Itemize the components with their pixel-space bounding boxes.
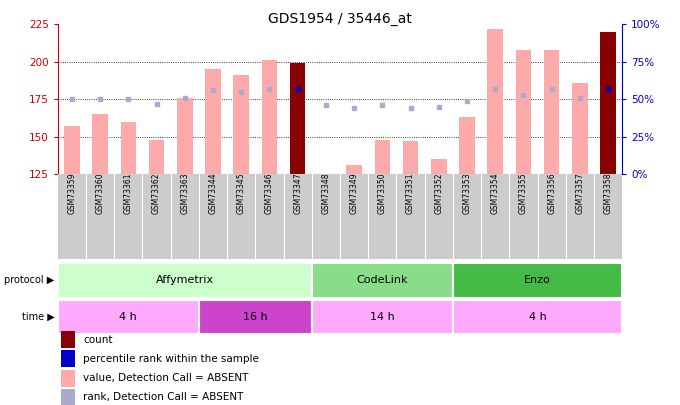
Bar [262,60,277,174]
Text: CodeLink: CodeLink [356,275,408,286]
Text: 4 h: 4 h [528,312,547,322]
Bar [312,300,453,334]
Bar [403,141,418,174]
Text: GDS1954 / 35446_at: GDS1954 / 35446_at [268,12,412,26]
Bar [149,140,165,174]
Bar [205,69,221,174]
Bar [290,63,305,174]
Bar [312,263,453,298]
Text: 4 h: 4 h [120,312,137,322]
Bar [515,50,531,174]
Bar [600,32,616,174]
Text: value, Detection Call = ABSENT: value, Detection Call = ABSENT [83,373,249,383]
Bar [177,98,192,174]
Text: count: count [83,335,113,345]
Bar [199,300,312,334]
Text: Affymetrix: Affymetrix [156,275,214,286]
Bar [346,165,362,174]
Bar [459,117,475,174]
Bar [58,263,312,298]
Bar [544,50,560,174]
Text: rank, Detection Call = ABSENT: rank, Detection Call = ABSENT [83,392,243,403]
Bar [572,83,588,174]
Text: time ▶: time ▶ [22,312,54,322]
Text: 14 h: 14 h [370,312,394,322]
Bar [375,140,390,174]
Bar [453,300,622,334]
Bar [61,369,75,387]
Bar [453,263,622,298]
Bar [431,159,447,174]
Bar [488,29,503,174]
Bar [61,331,75,348]
Bar [64,126,80,174]
Text: Enzo: Enzo [524,275,551,286]
Text: 16 h: 16 h [243,312,268,322]
Bar [120,122,136,174]
Bar [61,350,75,367]
Text: percentile rank within the sample: percentile rank within the sample [83,354,259,364]
Bar [61,389,75,405]
Bar [58,300,199,334]
Text: protocol ▶: protocol ▶ [4,275,54,286]
Bar [233,75,249,174]
Bar [92,114,108,174]
